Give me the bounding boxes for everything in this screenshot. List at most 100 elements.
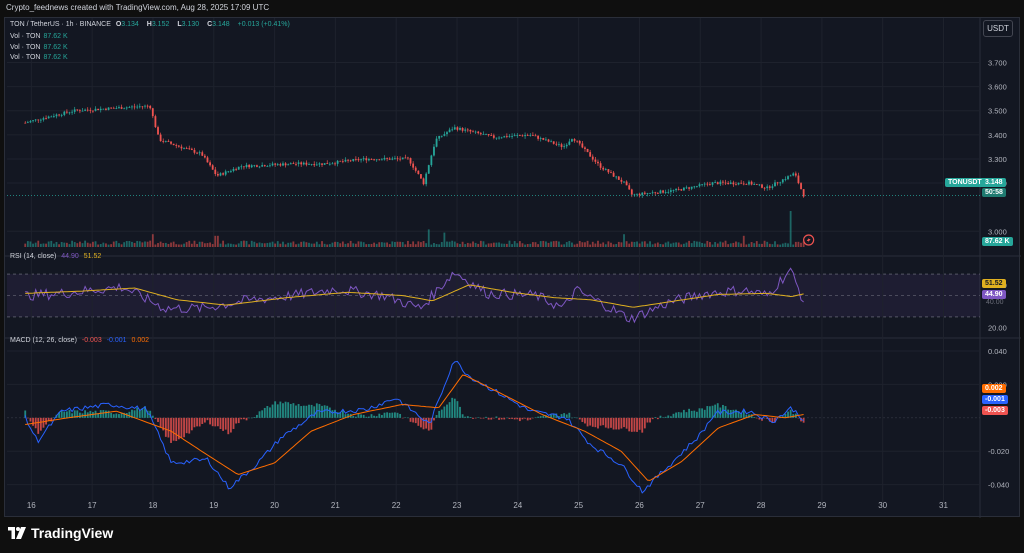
candle-body	[750, 181, 753, 185]
candle-body	[505, 136, 508, 138]
macd-histogram-bar	[695, 411, 698, 418]
volume-bar	[459, 243, 461, 247]
volume-bar	[323, 243, 326, 247]
volume-bar	[451, 240, 454, 247]
volume-bar	[258, 242, 261, 247]
volume-bar	[615, 243, 618, 247]
volume-bar	[229, 243, 232, 247]
volume-bar	[641, 241, 644, 247]
candle-body	[73, 109, 76, 112]
macd-legend[interactable]: MACD (12, 26, close) -0.003 -0.001 0.002	[10, 337, 152, 344]
volume-bar	[505, 243, 508, 247]
volume-bar	[209, 242, 211, 247]
vol-legend-1[interactable]: Vol · TON 87.62 K	[10, 33, 71, 40]
macd-histogram-bar	[667, 415, 670, 418]
volume-bar	[321, 241, 323, 247]
volume-bar	[201, 241, 204, 247]
volume-bar	[227, 243, 230, 247]
macd-histogram-bar	[469, 416, 472, 418]
time-tick-label: 16	[27, 501, 36, 510]
candle-body	[607, 169, 610, 173]
volume-bar	[308, 242, 310, 247]
volume-bar	[555, 240, 558, 247]
candle-body	[133, 106, 136, 108]
vol-legend-name: Vol · TON	[10, 44, 41, 51]
candle-body	[479, 133, 482, 135]
volume-bar	[180, 244, 183, 247]
volume-bar	[508, 240, 511, 247]
candle-body	[29, 121, 32, 123]
volume-bar	[440, 242, 443, 247]
macd-histogram-bar	[633, 417, 636, 432]
candle-body	[412, 163, 415, 168]
volume-bar	[568, 240, 571, 247]
candle-body	[380, 159, 383, 161]
macd-histogram-bar	[602, 417, 605, 426]
candle-body	[589, 152, 592, 157]
macd-histogram-bar	[680, 412, 683, 418]
vol-legend-2[interactable]: Vol · TON 87.62 K	[10, 44, 71, 51]
candle-body	[576, 140, 579, 142]
macd-histogram-bar	[625, 417, 628, 429]
macd-histogram-bar	[123, 412, 126, 418]
volume-bar	[417, 241, 420, 247]
candle-body	[529, 135, 532, 136]
candle-body	[81, 110, 84, 112]
rsi-legend[interactable]: RSI (14, close) 44.90 51.52	[10, 253, 104, 260]
volume-bar	[581, 242, 584, 247]
candle-body	[677, 188, 680, 190]
volume-bar	[407, 240, 409, 247]
tradingview-brand[interactable]: TradingView	[8, 525, 113, 541]
macd-histogram-bar	[630, 417, 633, 432]
chart-panel[interactable]: 16 17 18 19 20 21 22 23 24 25 26 27 28 29 30 31 3.700 3.6…	[4, 17, 1021, 518]
volume-bar	[430, 244, 433, 247]
candle-body	[716, 182, 719, 185]
volume-bar	[279, 243, 282, 247]
macd-histogram-bar	[612, 417, 615, 430]
chart-svg[interactable]: 16 17 18 19 20 21 22 23 24 25 26 27 28 29 30 31 3.700 3.6…	[5, 18, 1021, 518]
candle-body	[334, 163, 336, 165]
volume-bar	[52, 243, 55, 247]
volume-bar	[362, 242, 365, 247]
volume-bar	[531, 242, 534, 247]
volume-bar	[240, 241, 243, 247]
volume-bar	[724, 240, 727, 247]
candle-body	[159, 134, 162, 142]
vol-legend-3[interactable]: Vol · TON 87.62 K	[10, 54, 71, 61]
volume-bar	[545, 241, 547, 247]
volume-bar	[675, 242, 677, 247]
candle-body	[690, 186, 693, 189]
symbol-label[interactable]: TON / TetherUS · 1h · BINANCE	[10, 21, 111, 28]
volume-bar	[123, 242, 126, 247]
candle-body	[328, 163, 331, 165]
macd-histogram-bar	[651, 417, 654, 420]
macd-histogram-bar	[646, 417, 649, 423]
price-tick-label: 3.700	[988, 58, 1007, 67]
macd-histogram-bar	[797, 417, 800, 419]
candle-body	[344, 159, 347, 162]
macd-histogram-bar	[563, 413, 566, 418]
candle-body	[32, 120, 34, 122]
price-tick-label: 3.400	[988, 131, 1007, 140]
macd-histogram-bar	[555, 413, 558, 418]
volume-bar	[300, 241, 303, 247]
currency-button[interactable]: USDT	[983, 20, 1013, 37]
volume-bar	[167, 243, 170, 247]
candle-body	[682, 187, 685, 191]
volume-bar	[313, 243, 316, 247]
volume-bar	[232, 244, 235, 247]
macd-histogram-bar	[42, 417, 45, 428]
candle-body	[597, 161, 599, 164]
candle-body	[180, 146, 183, 149]
candle-body	[727, 182, 730, 184]
volume-bar	[336, 241, 339, 247]
time-tick-label: 28	[757, 501, 766, 510]
candle-body	[500, 137, 503, 139]
macd-histogram-bar	[573, 417, 576, 418]
candle-body	[537, 135, 540, 139]
candle-body	[638, 193, 641, 196]
macd-histogram-bar	[240, 417, 243, 420]
macd-histogram-bar	[604, 417, 607, 428]
volume-bar	[755, 241, 758, 247]
candle-body	[701, 184, 704, 186]
